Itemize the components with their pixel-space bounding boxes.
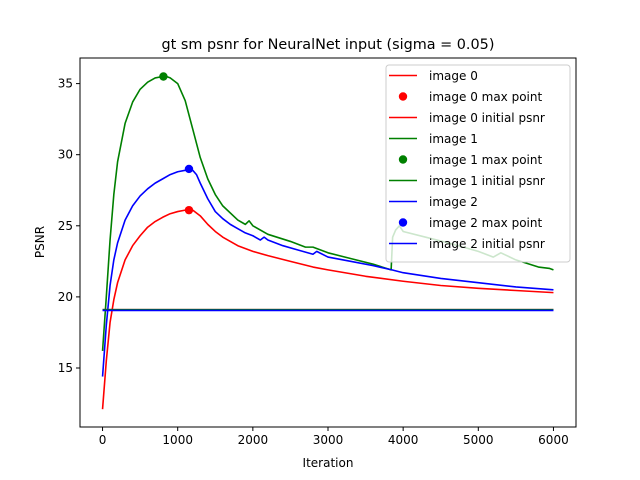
x-axis-ticks: 0 1000 2000 3000 4000 5000 6000 bbox=[99, 427, 569, 447]
legend-label-image-0-initial-psnr: image 0 initial psnr bbox=[429, 111, 545, 125]
y-tick-label: 20 bbox=[58, 290, 73, 304]
legend-swatch-image-1-max-point bbox=[398, 155, 408, 164]
y-axis-ticks: 15 20 25 30 35 bbox=[58, 77, 80, 375]
legend-label-image-0: image 0 bbox=[429, 69, 478, 83]
x-axis-label: Iteration bbox=[303, 456, 354, 470]
legend-label-image-2-initial-psnr: image 2 initial psnr bbox=[429, 237, 545, 251]
y-tick-label: 30 bbox=[58, 148, 73, 162]
marker-image-1-max-point bbox=[159, 72, 168, 81]
x-tick-label: 1000 bbox=[162, 433, 193, 447]
x-tick-label: 0 bbox=[99, 433, 107, 447]
legend-label-image-2-max-point: image 2 max point bbox=[429, 216, 542, 230]
y-axis-label: PSNR bbox=[33, 226, 47, 258]
legend: image 0 image 0 max point image 0 initial … bbox=[385, 64, 571, 263]
x-tick-label: 2000 bbox=[238, 433, 269, 447]
legend-label-image-1: image 1 bbox=[429, 132, 478, 146]
legend-label-image-1-initial-psnr: image 1 initial psnr bbox=[429, 174, 545, 188]
legend-box bbox=[385, 64, 571, 263]
legend-label-image-2: image 2 bbox=[429, 195, 478, 209]
max-point-markers bbox=[159, 72, 194, 215]
x-tick-label: 6000 bbox=[538, 433, 569, 447]
legend-label-image-1-max-point: image 1 max point bbox=[429, 153, 542, 167]
series-lines bbox=[101, 75, 554, 410]
y-tick-label: 15 bbox=[58, 361, 73, 375]
marker-image-0-max-point bbox=[184, 205, 194, 215]
marker-image-2-max-point bbox=[184, 164, 194, 174]
chart-title: gt sm psnr for NeuralNet input (sigma = … bbox=[162, 37, 495, 53]
legend-label-image-0-max-point: image 0 max point bbox=[429, 90, 542, 104]
y-tick-label: 35 bbox=[58, 77, 73, 91]
legend-swatch-image-2-max-point bbox=[398, 218, 408, 227]
y-tick-label: 25 bbox=[58, 219, 73, 233]
series-line-image-2 bbox=[101, 168, 554, 377]
x-tick-label: 5000 bbox=[463, 433, 494, 447]
series-line-image-0 bbox=[101, 208, 554, 410]
legend-swatch-image-0-max-point bbox=[398, 92, 408, 101]
x-tick-label: 3000 bbox=[313, 433, 344, 447]
x-tick-label: 4000 bbox=[388, 433, 419, 447]
